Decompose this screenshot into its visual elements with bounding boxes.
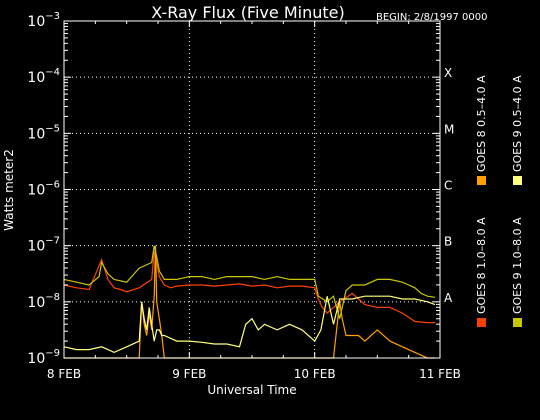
x-tick-label: 9 FEB <box>172 367 206 381</box>
series-line-3 <box>63 245 436 319</box>
legend-swatch <box>513 318 522 327</box>
begin-label: BEGIN: 2/8/1997 0000 <box>376 12 487 23</box>
flare-class-C: C <box>444 179 452 193</box>
y-tick-label: 10−9 <box>27 348 60 367</box>
legend-label: GOES 8 1.0–8.0 A <box>475 217 488 314</box>
legend-label: GOES 8 0.5–4.0 A <box>475 75 488 172</box>
x-tick-label: 11 FEB <box>419 367 461 381</box>
legend-label: GOES 9 0.5–4.0 A <box>511 75 524 172</box>
flare-class-M: M <box>444 122 454 136</box>
y-tick-label: 10−5 <box>27 123 60 142</box>
y-tick-label: 10−4 <box>27 67 60 86</box>
series-line-4 <box>63 295 436 354</box>
y-axis-ticks: 10−9 10−8 10−7 10−6 10−5 10−4 10−3 <box>27 11 440 367</box>
y-tick-label: 10−8 <box>27 292 60 311</box>
flare-class-A: A <box>444 291 453 305</box>
flare-class-X: X <box>444 66 452 80</box>
y-tick-label: 10−3 <box>27 11 60 30</box>
legend-swatch <box>477 318 486 327</box>
x-tick-label: 8 FEB <box>47 367 81 381</box>
x-axis-label: Universal Time <box>207 383 296 397</box>
legend: GOES 8 1.0–8.0 A GOES 8 0.5–4.0 A GOES 9 1… <box>475 75 524 327</box>
flare-class-B: B <box>444 235 452 249</box>
y-axis-label: Watts meter2 <box>2 149 16 231</box>
legend-swatch <box>513 176 522 185</box>
grid-lines <box>64 21 440 358</box>
x-axis-ticks: 8 FEB 9 FEB 10 FEB 11 FEB <box>47 21 461 381</box>
y-tick-label: 10−7 <box>27 236 60 255</box>
flare-class-labels: A B C M X <box>444 66 454 305</box>
series-line-1 <box>63 251 435 324</box>
y-tick-label: 10−6 <box>27 180 60 199</box>
legend-swatch <box>477 176 486 185</box>
chart-title: X-Ray Flux (Five Minute) <box>151 3 344 22</box>
x-tick-label: 10 FEB <box>294 367 336 381</box>
legend-label: GOES 9 1.0–8.0 A <box>511 217 524 314</box>
